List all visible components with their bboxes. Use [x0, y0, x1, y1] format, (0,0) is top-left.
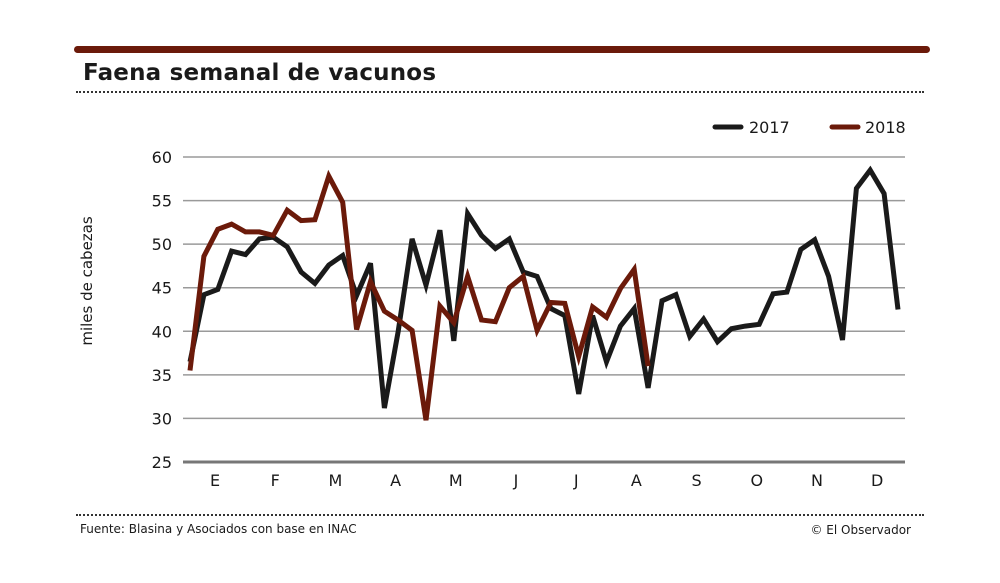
- legend-label-2018: 2018: [865, 118, 906, 137]
- y-tick-25: 25: [152, 453, 172, 472]
- x-tick-10: N: [811, 471, 823, 490]
- y-tick-55: 55: [152, 192, 172, 211]
- credit-note: © El Observador: [810, 523, 911, 537]
- x-tick-3: A: [390, 471, 401, 490]
- x-tick-0: E: [210, 471, 220, 490]
- x-tick-8: S: [692, 471, 702, 490]
- y-tick-40: 40: [152, 322, 172, 341]
- y-tick-30: 30: [152, 409, 172, 428]
- x-tick-2: M: [328, 471, 342, 490]
- x-tick-1: F: [271, 471, 280, 490]
- chart-title: Faena semanal de vacunos: [83, 60, 437, 86]
- top-accent-bar: [74, 46, 930, 53]
- legend: 2017 2018: [712, 118, 906, 137]
- title-divider: [76, 91, 924, 93]
- y-tick-labels: 25 30 35 40 45 50 55 60: [152, 148, 172, 472]
- x-tick-5: J: [513, 471, 519, 490]
- legend-label-2017: 2017: [749, 118, 790, 137]
- x-tick-6: J: [573, 471, 579, 490]
- y-tick-60: 60: [152, 148, 172, 167]
- x-tick-9: O: [751, 471, 764, 490]
- footer-divider: [76, 514, 924, 516]
- y-tick-35: 35: [152, 366, 172, 385]
- y-tick-50: 50: [152, 235, 172, 254]
- series-line-2018: [187, 169, 651, 421]
- x-tick-7: A: [631, 471, 642, 490]
- y-tick-45: 45: [152, 279, 172, 298]
- series-lines: [187, 165, 901, 421]
- x-tick-4: M: [449, 471, 463, 490]
- source-note: Fuente: Blasina y Asociados con base en …: [80, 522, 357, 536]
- grid-lines: [183, 156, 905, 464]
- x-tick-11: D: [871, 471, 883, 490]
- y-axis-label: miles de cabezas: [78, 216, 96, 346]
- series-line-2017: [187, 165, 901, 409]
